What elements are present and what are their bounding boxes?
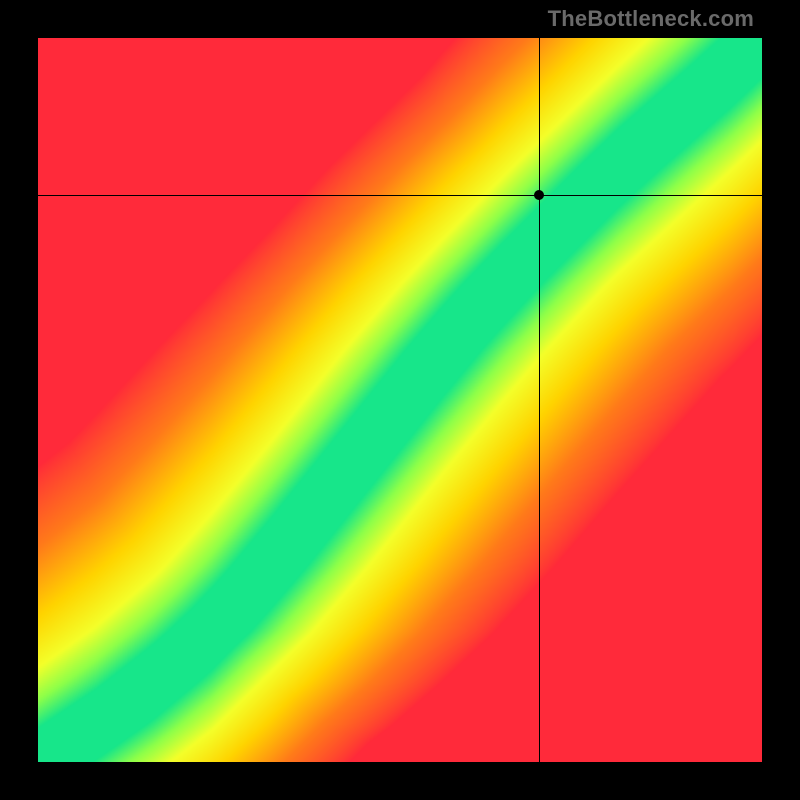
crosshair-vertical [539,38,540,762]
heatmap-plot [38,38,762,762]
data-point-marker [534,190,544,200]
heatmap-canvas [38,38,762,762]
crosshair-horizontal [38,195,762,196]
figure-outer: TheBottleneck.com [0,0,800,800]
watermark-text: TheBottleneck.com [548,6,754,32]
